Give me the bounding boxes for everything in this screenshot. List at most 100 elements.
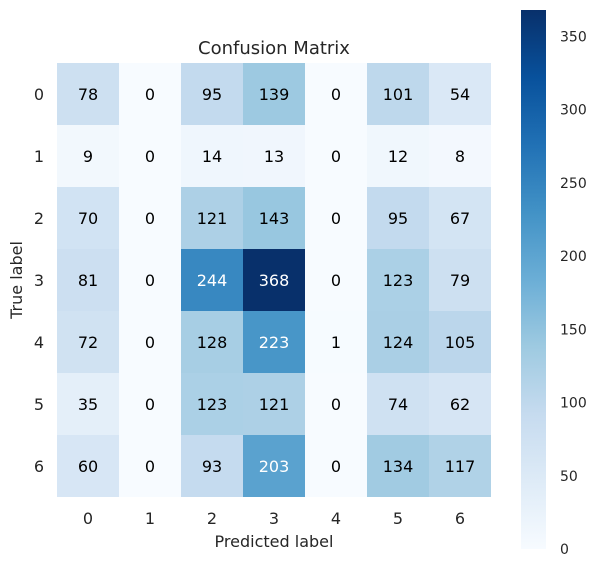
cell-value-r6-c6: 117 bbox=[445, 457, 476, 476]
x-tick-6: 6 bbox=[455, 509, 465, 528]
heatmap-cell-r5-c3 bbox=[243, 373, 305, 435]
heatmap-cell-r3-c2 bbox=[181, 249, 243, 311]
cell-value-r3-c3: 368 bbox=[259, 271, 290, 290]
cell-value-r6-c5: 134 bbox=[383, 457, 414, 476]
heatmap-cell-r2-c0 bbox=[57, 187, 119, 249]
heatmap-cell-r5-c0 bbox=[57, 373, 119, 435]
colorbar-tick-0: 0 bbox=[560, 542, 569, 558]
heatmap-cell-r5-c1 bbox=[119, 373, 181, 435]
colorbar bbox=[521, 10, 546, 549]
y-tick-5: 5 bbox=[34, 395, 44, 414]
cell-value-r5-c3: 121 bbox=[259, 395, 290, 414]
cell-value-r2-c5: 95 bbox=[388, 209, 408, 228]
y-tick-1: 1 bbox=[34, 147, 44, 166]
colorbar-tick-labels: 0 50 100 150 200 250 300 350 bbox=[560, 29, 587, 558]
heatmap-cell-r2-c2 bbox=[181, 187, 243, 249]
cell-value-r0-c4: 0 bbox=[331, 85, 341, 104]
heatmap-cell-r0-c4 bbox=[305, 63, 367, 125]
y-tick-0: 0 bbox=[34, 85, 44, 104]
cell-value-r0-c5: 101 bbox=[383, 85, 414, 104]
cell-value-r2-c1: 0 bbox=[145, 209, 155, 228]
cell-value-r1-c6: 8 bbox=[455, 147, 465, 166]
colorbar-tick-350: 350 bbox=[560, 29, 587, 45]
cell-value-r0-c0: 78 bbox=[78, 85, 98, 104]
cell-value-r2-c0: 70 bbox=[78, 209, 98, 228]
cell-value-r1-c5: 12 bbox=[388, 147, 408, 166]
heatmap-cell-r4-c1 bbox=[119, 311, 181, 373]
cell-value-r4-c1: 0 bbox=[145, 333, 155, 352]
cell-value-r3-c4: 0 bbox=[331, 271, 341, 290]
heatmap-cell-r2-c5 bbox=[367, 187, 429, 249]
heatmap-cell-r0-c5 bbox=[367, 63, 429, 125]
cell-value-r5-c1: 0 bbox=[145, 395, 155, 414]
heatmap-cell-r6-c2 bbox=[181, 435, 243, 497]
cell-value-r1-c4: 0 bbox=[331, 147, 341, 166]
y-tick-2: 2 bbox=[34, 209, 44, 228]
heatmap-cell-r1-c2 bbox=[181, 125, 243, 187]
cell-value-r0-c6: 54 bbox=[450, 85, 470, 104]
cell-value-r0-c1: 0 bbox=[145, 85, 155, 104]
y-tick-labels: 0 1 2 3 4 5 6 bbox=[34, 85, 44, 476]
heatmap-cell-r2-c3 bbox=[243, 187, 305, 249]
y-tick-6: 6 bbox=[34, 457, 44, 476]
cell-value-r1-c0: 9 bbox=[83, 147, 93, 166]
heatmap-cell-r1-c0 bbox=[57, 125, 119, 187]
heatmap-cell-r6-c3 bbox=[243, 435, 305, 497]
heatmap-cell-r1-c6 bbox=[429, 125, 491, 187]
y-tick-3: 3 bbox=[34, 271, 44, 290]
heatmap-cell-r4-c4 bbox=[305, 311, 367, 373]
cell-value-r4-c0: 72 bbox=[78, 333, 98, 352]
heatmap-cell-r5-c5 bbox=[367, 373, 429, 435]
cell-value-r5-c6: 62 bbox=[450, 395, 470, 414]
heatmap-cell-r3-c6 bbox=[429, 249, 491, 311]
heatmap-cell-r5-c6 bbox=[429, 373, 491, 435]
colorbar-tick-50: 50 bbox=[560, 469, 578, 485]
x-tick-5: 5 bbox=[393, 509, 403, 528]
cell-value-r5-c4: 0 bbox=[331, 395, 341, 414]
heatmap-cell-r2-c6 bbox=[429, 187, 491, 249]
heatmap-cell-r6-c0 bbox=[57, 435, 119, 497]
heatmap-cell-r3-c4 bbox=[305, 249, 367, 311]
cell-value-r6-c1: 0 bbox=[145, 457, 155, 476]
cell-value-r3-c1: 0 bbox=[145, 271, 155, 290]
cell-value-r0-c3: 139 bbox=[259, 85, 290, 104]
x-tick-1: 1 bbox=[145, 509, 155, 528]
x-tick-labels: 0 1 2 3 4 5 6 bbox=[83, 509, 465, 528]
heatmap-cell-r1-c5 bbox=[367, 125, 429, 187]
heatmap-cell-r0-c3 bbox=[243, 63, 305, 125]
heatmap-cell-r0-c6 bbox=[429, 63, 491, 125]
cell-value-r5-c5: 74 bbox=[388, 395, 408, 414]
y-axis-label: True label bbox=[7, 241, 26, 320]
heatmap-cell-r6-c4 bbox=[305, 435, 367, 497]
cell-value-r4-c2: 128 bbox=[197, 333, 228, 352]
cell-value-r5-c0: 35 bbox=[78, 395, 98, 414]
cell-value-r6-c3: 203 bbox=[259, 457, 290, 476]
heatmap-cell-r3-c1 bbox=[119, 249, 181, 311]
x-tick-4: 4 bbox=[331, 509, 341, 528]
x-axis-label: Predicted label bbox=[215, 532, 334, 551]
cell-value-r1-c3: 13 bbox=[264, 147, 284, 166]
cell-value-r6-c0: 60 bbox=[78, 457, 98, 476]
cell-value-r5-c2: 123 bbox=[197, 395, 228, 414]
heatmap-cell-r0-c1 bbox=[119, 63, 181, 125]
heatmap-cells bbox=[57, 63, 491, 497]
heatmap-cell-r3-c3 bbox=[243, 249, 305, 311]
cell-value-r6-c2: 93 bbox=[202, 457, 222, 476]
heatmap-cell-r3-c5 bbox=[367, 249, 429, 311]
heatmap-cell-r4-c2 bbox=[181, 311, 243, 373]
cell-value-r3-c2: 244 bbox=[197, 271, 228, 290]
colorbar-tick-300: 300 bbox=[560, 103, 587, 119]
cell-value-r2-c2: 121 bbox=[197, 209, 228, 228]
colorbar-tick-150: 150 bbox=[560, 322, 587, 338]
cell-value-r2-c3: 143 bbox=[259, 209, 290, 228]
heatmap-cell-r4-c3 bbox=[243, 311, 305, 373]
heatmap-cell-r0-c2 bbox=[181, 63, 243, 125]
heatmap-cell-r4-c6 bbox=[429, 311, 491, 373]
heatmap-cell-r5-c4 bbox=[305, 373, 367, 435]
cell-value-r1-c2: 14 bbox=[202, 147, 222, 166]
heatmap-cell-r6-c1 bbox=[119, 435, 181, 497]
colorbar-tick-200: 200 bbox=[560, 249, 587, 265]
heatmap-cell-r2-c1 bbox=[119, 187, 181, 249]
